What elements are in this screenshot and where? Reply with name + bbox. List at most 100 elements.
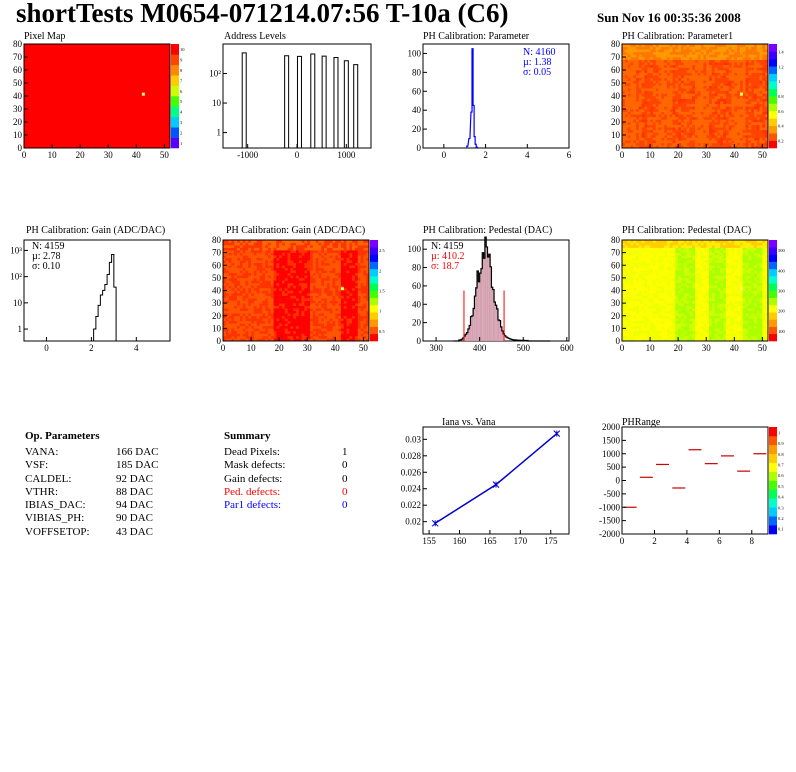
y-tick-label: 30 bbox=[611, 104, 621, 114]
heatmap-cell bbox=[273, 270, 277, 274]
heatmap-cell bbox=[680, 145, 685, 149]
heatmap-cell bbox=[762, 88, 766, 92]
heatmap-cell bbox=[762, 111, 766, 115]
heatmap-cell bbox=[641, 106, 645, 110]
heatmap-cell bbox=[745, 142, 749, 146]
heatmap-cell bbox=[734, 88, 738, 92]
heatmap-cell bbox=[672, 59, 676, 63]
heatmap-cell bbox=[315, 260, 319, 264]
heatmap-cell bbox=[742, 70, 746, 73]
heatmap-cell bbox=[638, 54, 642, 58]
heatmap-cell bbox=[765, 85, 769, 89]
heatmap-cell bbox=[711, 64, 715, 68]
heatmap-cell bbox=[245, 242, 249, 246]
heatmap-cell bbox=[360, 245, 364, 248]
heatmap-cell bbox=[312, 240, 316, 243]
heatmap-cell bbox=[636, 300, 640, 304]
heatmap-cell bbox=[248, 275, 252, 279]
heatmap-cell bbox=[647, 287, 651, 291]
heatmap-cell bbox=[225, 240, 229, 243]
heatmap-cell bbox=[296, 305, 300, 309]
heatmap-cell bbox=[324, 298, 328, 301]
heatmap-cell bbox=[321, 333, 325, 337]
heatmap-cell bbox=[723, 106, 727, 110]
heatmap-cell bbox=[228, 255, 232, 258]
heatmap-cell bbox=[742, 64, 746, 68]
palette-cell bbox=[769, 125, 777, 134]
heatmap-cell bbox=[650, 44, 654, 47]
heatmap-cell bbox=[633, 114, 637, 118]
heatmap-cell bbox=[725, 96, 729, 99]
heatmap-cell bbox=[692, 44, 696, 47]
heatmap-cell bbox=[728, 119, 732, 123]
heatmap-cell bbox=[655, 83, 659, 86]
heatmap-cell bbox=[700, 142, 704, 146]
heatmap-cell bbox=[695, 83, 699, 86]
heatmap-cell bbox=[672, 51, 676, 55]
heatmap-cell bbox=[731, 83, 735, 86]
heatmap-cell bbox=[666, 132, 671, 136]
heatmap-cell bbox=[239, 247, 243, 251]
heatmap-cell bbox=[762, 142, 766, 146]
heatmap-cell bbox=[279, 242, 283, 246]
heatmap-cell bbox=[658, 257, 662, 261]
heatmap-cell bbox=[332, 282, 336, 286]
heatmap-cell bbox=[633, 103, 637, 107]
heatmap-cell bbox=[641, 313, 645, 317]
heatmap-cell bbox=[650, 267, 654, 271]
heatmap-cell bbox=[678, 101, 682, 105]
heatmap-cell bbox=[315, 338, 319, 342]
heatmap-cell bbox=[650, 252, 654, 256]
heatmap-cell bbox=[675, 140, 679, 144]
heatmap-cell bbox=[633, 119, 637, 123]
heatmap-cell bbox=[678, 62, 682, 66]
heatmap-cell bbox=[661, 287, 665, 291]
heatmap-cell bbox=[346, 320, 350, 324]
heatmap-cell bbox=[312, 260, 316, 264]
heatmap-cell bbox=[661, 330, 665, 334]
heatmap-cell bbox=[697, 54, 701, 58]
heatmap-cell bbox=[338, 308, 342, 311]
heatmap-cell bbox=[259, 252, 263, 256]
y-tick-label: 60 bbox=[212, 260, 222, 270]
heatmap-cell bbox=[363, 245, 367, 248]
heatmap-cell bbox=[234, 293, 238, 296]
heatmap-cell bbox=[644, 265, 648, 269]
heatmap-cell bbox=[661, 305, 665, 309]
heatmap-cell bbox=[644, 298, 648, 301]
heatmap-cell bbox=[655, 106, 659, 110]
heatmap-cell bbox=[655, 313, 659, 317]
heatmap-cell bbox=[363, 323, 367, 327]
heatmap-cell bbox=[312, 242, 316, 246]
heatmap-cell bbox=[326, 270, 330, 274]
heatmap-cell bbox=[237, 293, 241, 296]
heatmap-cell bbox=[354, 303, 359, 306]
heatmap-cell bbox=[652, 62, 656, 66]
heatmap-cell bbox=[647, 323, 651, 327]
heatmap-cell bbox=[703, 111, 707, 115]
heatmap-cell bbox=[697, 85, 701, 89]
heatmap-cell bbox=[329, 308, 333, 311]
heatmap-cell bbox=[723, 77, 727, 81]
heatmap-cell bbox=[734, 67, 738, 71]
heatmap-cell bbox=[287, 313, 291, 317]
heatmap-cell bbox=[638, 46, 642, 50]
heatmap-cell bbox=[354, 260, 359, 264]
heatmap-cell bbox=[666, 137, 671, 141]
heatmap-cell bbox=[742, 142, 746, 146]
heatmap-cell bbox=[318, 240, 322, 243]
heatmap-cell bbox=[739, 83, 744, 86]
heatmap-cell bbox=[700, 49, 704, 53]
heatmap-cell bbox=[352, 262, 356, 266]
heatmap-cell bbox=[276, 330, 280, 334]
palette-tick-label: 9 bbox=[180, 58, 183, 63]
heatmap-cell bbox=[301, 300, 305, 304]
heatmap-cell bbox=[627, 257, 631, 261]
heatmap-cell bbox=[672, 114, 676, 118]
heatmap-cell bbox=[270, 250, 274, 253]
heatmap-cell bbox=[720, 59, 724, 63]
heatmap-cell bbox=[624, 315, 628, 319]
heatmap-cell bbox=[728, 51, 732, 55]
heatmap-cell bbox=[318, 290, 322, 294]
heatmap-cell bbox=[666, 320, 671, 324]
